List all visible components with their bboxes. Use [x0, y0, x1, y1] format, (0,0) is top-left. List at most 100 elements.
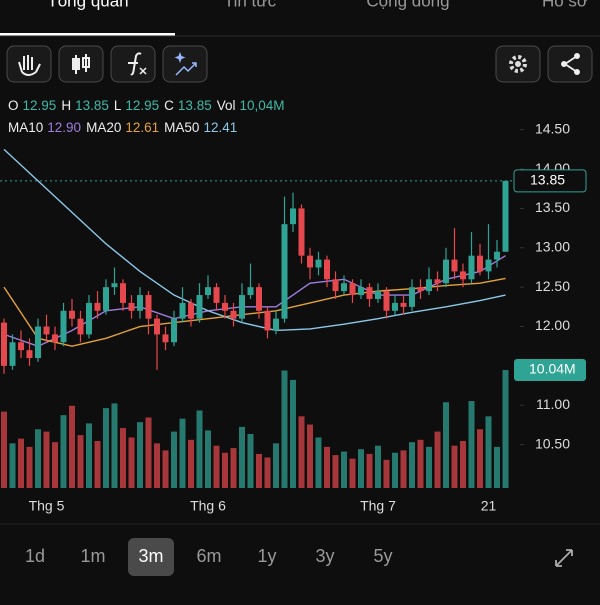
- candle-body: [290, 208, 296, 225]
- volume-bar: [43, 431, 50, 488]
- share-button[interactable]: [547, 45, 593, 83]
- tab[interactable]: Tổng quan: [47, 0, 128, 10]
- range-option[interactable]: 3y: [315, 546, 334, 566]
- volume-bar: [460, 441, 466, 488]
- x-tick-label: 21: [481, 498, 497, 514]
- last-volume-badge: [514, 359, 586, 382]
- volume-bar: [60, 415, 67, 488]
- candle-body: [502, 180, 509, 252]
- tab[interactable]: Hồ sơ: [542, 0, 588, 10]
- candle-body: [60, 310, 67, 343]
- x-tick-label: Thg 5: [29, 498, 65, 514]
- volume-bar: [213, 445, 220, 488]
- candle-body: [145, 295, 152, 319]
- chart: 10.5011.0011.5012.0012.5013.0013.5014.00…: [0, 120, 587, 514]
- candle-body: [460, 271, 466, 280]
- volume-bar: [443, 402, 449, 488]
- candle-body: [196, 295, 203, 319]
- candle-body: [77, 318, 84, 335]
- info-value: 12.95: [125, 98, 159, 113]
- candle-icon: [82, 57, 90, 68]
- candle-body: [239, 295, 245, 319]
- candle-body: [103, 287, 109, 311]
- candle-tool[interactable]: [58, 45, 104, 83]
- share-icon: [574, 69, 580, 75]
- info-label: L: [114, 98, 122, 113]
- tab[interactable]: Tin tức: [224, 0, 277, 10]
- y-tick-label: 14.50: [535, 120, 570, 136]
- volume-bar: [162, 450, 169, 488]
- volume-bar: [128, 437, 135, 488]
- expand-icon[interactable]: [555, 549, 573, 567]
- volume-bar: [18, 438, 24, 488]
- info-value: 10,04M: [240, 98, 285, 113]
- volume-bar: [349, 458, 356, 488]
- volume-bar: [26, 446, 33, 488]
- candle-body: [26, 350, 33, 359]
- info-label: MA50: [164, 120, 199, 135]
- volume-bar: [332, 455, 339, 488]
- info-value: 12.90: [47, 120, 81, 135]
- volume-bar: [315, 437, 322, 488]
- candle-body: [307, 255, 313, 268]
- candle-body: [35, 326, 41, 359]
- function-icon: [128, 52, 142, 76]
- candle-body: [375, 291, 381, 299]
- range-option[interactable]: 1d: [25, 546, 45, 566]
- y-tick-label: 13.00: [535, 238, 570, 254]
- info-value: 12.41: [203, 120, 237, 135]
- tab[interactable]: Cộng đồng: [366, 0, 449, 10]
- volume-bar: [273, 443, 279, 488]
- ohlc-info: O 12.95 H 13.85 L 12.95 C 13.85 Vol 10,04M: [8, 98, 285, 113]
- candle-body: [400, 302, 407, 307]
- last-price-label: 13.85: [530, 172, 565, 188]
- candle-body: [298, 208, 305, 256]
- volume-bar: [434, 431, 441, 488]
- settings-icon: [509, 55, 527, 73]
- candle-body: [222, 302, 228, 311]
- volume-bar: [103, 408, 109, 488]
- candle-body: [264, 310, 271, 331]
- candle-body: [213, 287, 220, 303]
- candle-body: [485, 259, 492, 272]
- volume-bar: [426, 446, 432, 488]
- info-value: 13.85: [75, 98, 109, 113]
- candle-body: [409, 287, 415, 307]
- candle-body: [171, 318, 177, 343]
- candle-body: [273, 318, 279, 331]
- range-option[interactable]: 1m: [80, 546, 105, 566]
- y-tick-label: 13.50: [535, 199, 570, 215]
- active-tab-underline: [0, 33, 175, 36]
- y-tick-label: 12.00: [535, 317, 570, 333]
- candle-body: [69, 310, 75, 319]
- candle-body: [1, 322, 7, 366]
- candle-body: [383, 291, 390, 311]
- candle-body: [358, 287, 364, 296]
- candle-body: [179, 302, 186, 319]
- range-option[interactable]: 3m: [138, 546, 163, 566]
- range-option[interactable]: 6m: [196, 546, 221, 566]
- info-label: H: [61, 98, 71, 113]
- ai-tool[interactable]: [162, 45, 208, 83]
- candle-body: [256, 287, 262, 311]
- range-option[interactable]: 1y: [257, 546, 276, 566]
- candle-body: [392, 302, 398, 311]
- volume-bar: [281, 370, 288, 488]
- volume-bar: [77, 435, 84, 488]
- candle-body: [468, 255, 475, 280]
- info-value: 12.95: [23, 98, 57, 113]
- volume-bar: [366, 453, 373, 488]
- candle-body: [162, 334, 169, 343]
- volume-bar: [205, 430, 211, 488]
- share-icon: [561, 61, 567, 67]
- candle-body: [341, 283, 347, 292]
- range-option[interactable]: 5y: [373, 546, 392, 566]
- info-label: O: [8, 98, 19, 113]
- volume-bar: [341, 451, 347, 488]
- volume-bar: [137, 422, 143, 488]
- ai-icon: [174, 52, 186, 63]
- volume-bar: [94, 441, 101, 488]
- candle-body: [443, 259, 449, 284]
